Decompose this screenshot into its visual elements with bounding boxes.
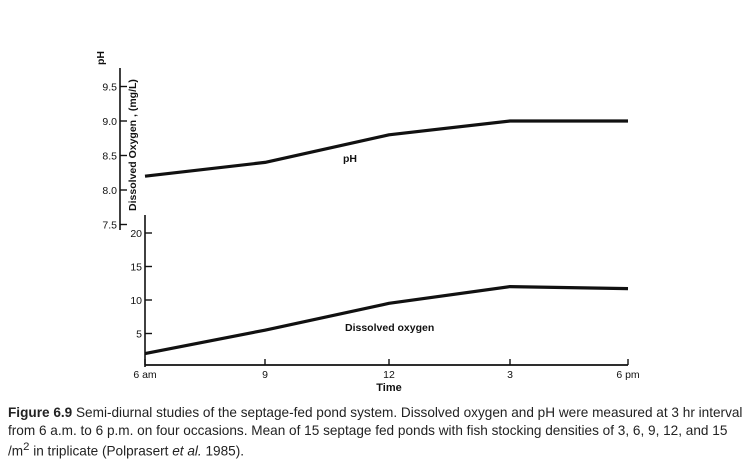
x-tick-label: 6 am (133, 369, 157, 381)
chart: 7.5 8.0 8.5 9.0 9.5 5 10 15 20 6 am 9 12 3 6 pm Time pH… (95, 51, 640, 394)
ph-axis-title: pH (95, 51, 107, 65)
caption-text-2: in triplicate (Polprasert (29, 443, 173, 459)
ph-tick-label: 9.0 (102, 116, 117, 128)
do-tick-label: 15 (130, 262, 142, 274)
do-axis-title: Dissolved Oxygen , (mg/L) (127, 79, 139, 211)
x-axis-title: Time (376, 382, 401, 394)
do-tick-label: 10 (130, 295, 142, 307)
caption-superscript: 2 (23, 441, 30, 453)
x-tick-label: 6 pm (616, 369, 640, 381)
caption-italic: et al. (172, 443, 202, 459)
caption-text-3: 1985). (201, 443, 245, 459)
ph-tick-label: 9.5 (102, 82, 117, 94)
ph-series-line (144, 119, 628, 178)
caption-label: Figure 6.9 (8, 405, 73, 420)
do-series-line (144, 285, 629, 356)
x-tick-label: 3 (507, 369, 513, 381)
figure-caption: Figure 6.9 Semi-diurnal studies of the s… (8, 404, 748, 460)
labels: 7.5 8.0 8.5 9.0 9.5 5 10 15 20 6 am 9 12 3 6 pm Time pH… (95, 51, 640, 394)
ph-series-label: pH (343, 153, 357, 165)
caption-text-1: Semi-diurnal studies of the septage-fed … (8, 405, 743, 459)
do-series-label: Dissolved oxygen (345, 322, 434, 334)
do-tick-label: 5 (136, 329, 142, 341)
series-layer (144, 119, 629, 356)
ph-tick-label: 8.0 (102, 185, 117, 197)
do-tick-label: 20 (130, 228, 142, 240)
x-tick-label: 12 (383, 369, 395, 381)
axes (119, 68, 629, 367)
ph-tick-label: 8.5 (102, 151, 117, 163)
x-tick-label: 9 (262, 369, 268, 381)
ph-tick-label: 7.5 (102, 220, 117, 232)
